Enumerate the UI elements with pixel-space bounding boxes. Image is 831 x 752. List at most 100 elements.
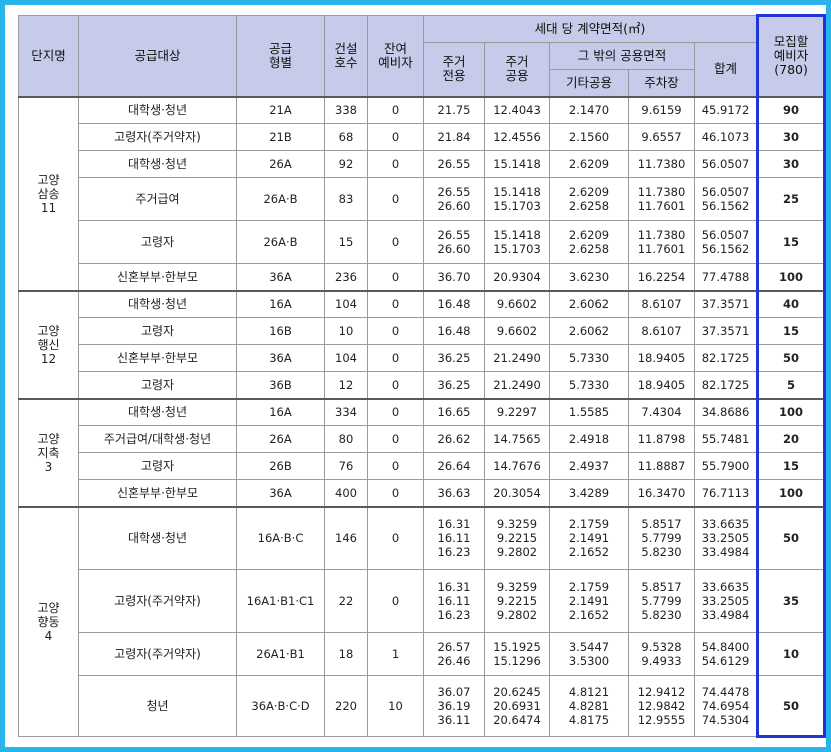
etc-cell: 2.6209 (549, 150, 629, 178)
recruit-cell: 40 (756, 289, 827, 318)
total-cell: 37.3571 (693, 317, 759, 345)
remaining-cell: 0 (367, 263, 424, 291)
etc-cell: 2.4918 (549, 425, 629, 453)
total-cell: 74.4478 74.6954 74.5304 (693, 675, 759, 737)
remaining-cell: 0 (367, 479, 424, 507)
target-cell: 고령자(주거약자) (78, 569, 237, 633)
total-cell: 55.7900 (693, 452, 759, 480)
target-cell: 신혼부부·한부모 (78, 344, 237, 372)
units-cell: 76 (324, 452, 368, 480)
target-cell: 대학생·청년 (78, 95, 237, 124)
target-cell: 청년 (78, 675, 237, 737)
units-cell: 83 (324, 177, 368, 221)
excl-cell: 26.57 26.46 (423, 632, 485, 676)
header-area-group: 세대 당 계약면적(㎡) (422, 15, 759, 43)
units-cell: 18 (324, 632, 368, 676)
recruit-cell: 10 (756, 632, 827, 676)
type-cell: 26A·B (236, 177, 325, 221)
parking-cell: 16.2254 (628, 263, 695, 291)
remaining-cell: 1 (367, 632, 424, 676)
parking-cell: 5.8517 5.7799 5.8230 (628, 569, 695, 633)
table-row: 청년 36A·B·C·D 220 10 36.07 36.19 36.11 20… (19, 675, 827, 738)
target-cell: 고령자 (78, 317, 237, 345)
total-cell: 55.7481 (693, 425, 759, 453)
target-cell: 대학생·청년 (78, 505, 237, 570)
parking-cell: 7.4304 (628, 397, 695, 426)
total-cell: 54.8400 54.6129 (693, 632, 759, 676)
common-cell: 15.1418 15.1703 (484, 177, 550, 221)
recruit-cell: 15 (756, 452, 827, 480)
table-row: 고령자 26B 76 0 26.64 14.7676 2.4937 11.888… (19, 452, 827, 480)
common-cell: 21.2490 (484, 344, 550, 372)
header-remaining: 잔여 예비자 (367, 15, 424, 97)
excl-cell: 26.64 (423, 452, 485, 480)
table-row: 신혼부부·한부모 36A 400 0 36.63 20.3054 3.4289 … (19, 479, 827, 507)
total-cell: 45.9172 (693, 95, 759, 124)
common-cell: 15.1418 (484, 150, 550, 178)
etc-cell: 2.4937 (549, 452, 629, 480)
units-cell: 146 (324, 505, 368, 570)
etc-cell: 3.5447 3.5300 (549, 632, 629, 676)
header-res-exclusive: 주거 전용 (423, 42, 485, 97)
excl-cell: 26.55 (423, 150, 485, 178)
excl-cell: 26.62 (423, 425, 485, 453)
units-cell: 220 (324, 675, 368, 737)
parking-cell: 11.7380 11.7601 (628, 177, 695, 221)
etc-cell: 1.5585 (549, 397, 629, 426)
total-cell: 76.7113 (693, 479, 759, 507)
total-cell: 77.4788 (693, 263, 759, 291)
etc-cell: 2.6209 2.6258 (549, 220, 629, 264)
total-cell: 56.0507 56.1562 (693, 220, 759, 264)
remaining-cell: 0 (367, 344, 424, 372)
table-row: 고양 삼송 11 대학생·청년 21A 338 0 21.75 12.4043 … (18, 95, 827, 291)
table-row: 고령자(주거약자) 21B 68 0 21.84 12.4556 2.1560 … (19, 123, 827, 151)
type-cell: 21B (236, 123, 325, 151)
etc-cell: 3.4289 (549, 479, 629, 507)
excl-cell: 36.63 (423, 479, 485, 507)
common-cell: 12.4556 (484, 123, 550, 151)
parking-cell: 5.8517 5.7799 5.8230 (628, 505, 695, 570)
target-cell: 신혼부부·한부모 (78, 479, 237, 507)
total-cell: 33.6635 33.2505 33.4984 (693, 569, 759, 633)
type-cell: 16A1·B1·C1 (236, 569, 325, 633)
recruit-cell: 30 (756, 123, 827, 151)
units-cell: 334 (324, 397, 368, 426)
common-cell: 14.7565 (484, 425, 550, 453)
type-cell: 26A·B (236, 220, 325, 264)
excl-cell: 36.25 (423, 344, 485, 372)
table-row: 주거급여 26A·B 83 0 26.55 26.60 15.1418 15.1… (19, 177, 827, 221)
parking-cell: 9.5328 9.4933 (628, 632, 695, 676)
header-target: 공급대상 (78, 15, 237, 97)
units-cell: 236 (324, 263, 368, 291)
remaining-cell: 0 (367, 397, 424, 426)
etc-cell: 2.1560 (549, 123, 629, 151)
table-row: 주거급여/대학생·청년 26A 80 0 26.62 14.7565 2.491… (19, 425, 827, 453)
table-row: 신혼부부·한부모 36A 104 0 36.25 21.2490 5.7330 … (19, 344, 827, 372)
table-row: 고령자 26A·B 15 0 26.55 26.60 15.1418 15.17… (19, 220, 827, 264)
table-row: 고양 지축 3 대학생·청년 16A 334 0 16.65 9.2297 1.… (18, 397, 827, 507)
excl-cell: 36.70 (423, 263, 485, 291)
etc-cell: 2.6209 2.6258 (549, 177, 629, 221)
remaining-cell: 0 (367, 220, 424, 264)
header-parking: 주차장 (628, 69, 695, 97)
common-cell: 9.6602 (484, 317, 550, 345)
recruit-cell: 15 (756, 317, 827, 345)
target-cell: 대학생·청년 (78, 150, 237, 178)
type-cell: 36B (236, 371, 325, 399)
table-row: 고령자(주거약자) 16A1·B1·C1 22 0 16.31 16.11 16… (19, 569, 827, 633)
excl-cell: 21.75 (423, 95, 485, 124)
excl-cell: 16.31 16.11 16.23 (423, 569, 485, 633)
parking-cell: 11.7380 (628, 150, 695, 178)
etc-cell: 2.1759 2.1491 2.1652 (549, 505, 629, 570)
parking-cell: 11.8887 (628, 452, 695, 480)
common-cell: 20.6245 20.6931 20.6474 (484, 675, 550, 737)
type-cell: 21A (236, 95, 325, 124)
header-recruit: 모집할 예비자 (780) (756, 14, 827, 97)
parking-cell: 11.7380 11.7601 (628, 220, 695, 264)
common-cell: 9.6602 (484, 289, 550, 318)
etc-cell: 2.6062 (549, 289, 629, 318)
remaining-cell: 0 (367, 317, 424, 345)
common-cell: 12.4043 (484, 95, 550, 124)
common-cell: 14.7676 (484, 452, 550, 480)
header-total: 합계 (693, 42, 759, 97)
